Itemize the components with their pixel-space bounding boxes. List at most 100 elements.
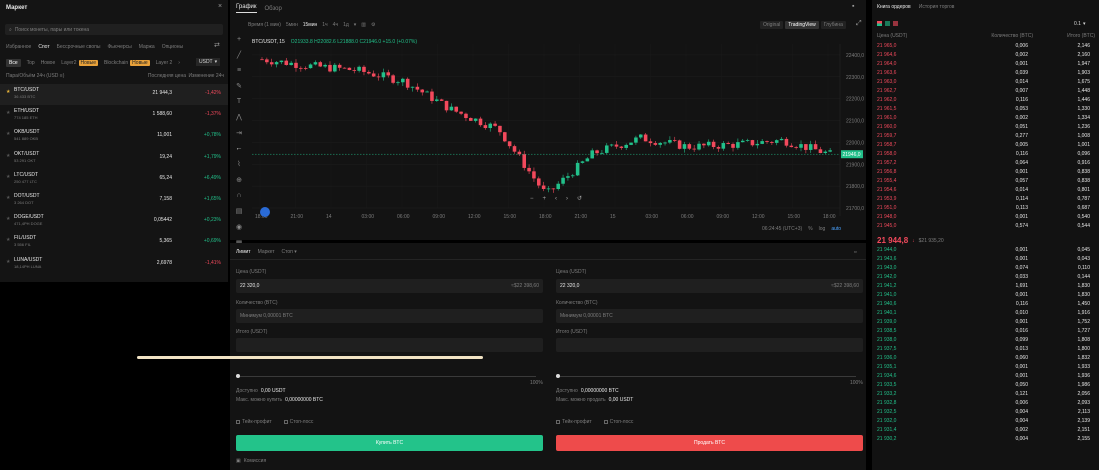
tab-spot[interactable]: Спот bbox=[38, 44, 50, 50]
star-icon[interactable]: ★ bbox=[6, 195, 11, 201]
view-both-icon[interactable] bbox=[877, 21, 882, 26]
market-row[interactable]: ★ OKB/USDT 541 889 OKB 11,001 +0,78% bbox=[0, 126, 228, 147]
bid-row[interactable]: 21 941,2 1,691 1,830 bbox=[872, 282, 1099, 291]
ask-row[interactable]: 21 954,6 0,014 0,801 bbox=[872, 186, 1099, 195]
tab-favorites[interactable]: Избранное bbox=[6, 44, 32, 50]
bid-row[interactable]: 21 941,0 0,001 1,830 bbox=[872, 291, 1099, 300]
eye-icon[interactable]: ◉ bbox=[235, 224, 243, 231]
view-bids-icon[interactable] bbox=[885, 21, 890, 26]
subtab-top[interactable]: Top bbox=[26, 60, 35, 66]
market-row[interactable]: ★ LTC/USDT 250 477 LTC 65,24 +6,49% bbox=[0, 169, 228, 190]
reset-icon[interactable]: ↺ bbox=[577, 196, 583, 202]
ask-row[interactable]: 21 945,0 0,574 0,544 bbox=[872, 222, 1099, 231]
col-pair[interactable]: Пара/Объём 24ч (USD ≡) bbox=[6, 73, 65, 79]
sell-price-input[interactable]: 22 320,0 ≈$22 398,60 bbox=[556, 279, 863, 293]
ask-row[interactable]: 21 958,0 0,116 0,096 bbox=[872, 150, 1099, 159]
ask-row[interactable]: 21 963,0 0,014 1,675 bbox=[872, 78, 1099, 87]
search-input[interactable]: ⌕ Поиск монеты, пары или токена bbox=[5, 24, 223, 35]
ask-row[interactable]: 21 957,2 0,064 0,916 bbox=[872, 159, 1099, 168]
market-row[interactable]: ★ OKT/USDT 53 291 OKT 19,24 +1,79% bbox=[0, 148, 228, 169]
close-icon[interactable]: × bbox=[218, 3, 223, 10]
ask-row[interactable]: 21 958,7 0,005 1,001 bbox=[872, 141, 1099, 150]
ask-row[interactable]: 21 961,0 0,002 1,334 bbox=[872, 114, 1099, 123]
zoom-icon[interactable]: ⊕ bbox=[236, 177, 242, 184]
fees-link[interactable]: ▣ Комиссия bbox=[236, 458, 266, 464]
buy-price-input[interactable]: 22 320,0 ≈$22 398,60 bbox=[236, 279, 543, 293]
view-tradingview[interactable]: TradingView bbox=[785, 21, 819, 29]
ask-row[interactable]: 21 959,7 0,277 1,008 bbox=[872, 132, 1099, 141]
bid-row[interactable]: 21 935,1 0,001 1,933 bbox=[872, 363, 1099, 372]
ask-row[interactable]: 21 956,8 0,001 0,838 bbox=[872, 168, 1099, 177]
bid-row[interactable]: 21 932,5 0,004 2,113 bbox=[872, 408, 1099, 417]
star-icon[interactable]: ★ bbox=[6, 110, 11, 117]
sell-sl-checkbox[interactable]: Стоп-лосс bbox=[603, 419, 633, 425]
zoom-out-icon[interactable]: − bbox=[530, 195, 534, 202]
bid-row[interactable]: 21 934,6 0,001 1,936 bbox=[872, 372, 1099, 381]
ask-row[interactable]: 21 964,6 0,002 2,160 bbox=[872, 51, 1099, 60]
auto-toggle[interactable]: auto bbox=[831, 226, 842, 232]
star-icon[interactable]: ★ bbox=[6, 131, 11, 138]
price-chart[interactable]: 22400,0 22300,0 22200,0 22100,0 22000,0 21900… bbox=[230, 14, 866, 234]
bid-row[interactable]: 21 942,0 0,033 0,144 bbox=[872, 273, 1099, 282]
ask-row[interactable]: 21 953,9 0,114 0,787 bbox=[872, 195, 1099, 204]
bid-row[interactable]: 21 933,5 0,050 1,986 bbox=[872, 381, 1099, 390]
market-row[interactable]: ★ LUNA/USDT 18,14PH LUNA 2,6978 -1,41% bbox=[0, 254, 228, 275]
crosshair-icon[interactable]: + bbox=[236, 36, 242, 43]
buy-slider[interactable] bbox=[236, 374, 536, 379]
market-row[interactable]: ★ FIL/USDT 3 556 FIL 5,365 +0,69% bbox=[0, 232, 228, 253]
chevron-right-icon[interactable]: › bbox=[178, 60, 180, 66]
market-row[interactable]: ★ ETH/USDT 774 185 ETH 1 588,60 -1,37% bbox=[0, 105, 228, 126]
slider-thumb[interactable] bbox=[556, 374, 560, 378]
buy-button[interactable]: Купить BTC bbox=[236, 435, 543, 451]
ask-row[interactable]: 21 964,0 0,001 1,947 bbox=[872, 60, 1099, 69]
trendline-icon[interactable]: ╱ bbox=[236, 52, 242, 59]
bid-row[interactable]: 21 939,0 0,001 1,752 bbox=[872, 318, 1099, 327]
tab-chart[interactable]: График bbox=[236, 4, 257, 13]
bid-row[interactable]: 21 938,5 0,016 1,727 bbox=[872, 327, 1099, 336]
expand-icon[interactable]: ⤢ bbox=[856, 20, 862, 27]
ask-row[interactable]: 21 961,5 0,053 1,330 bbox=[872, 105, 1099, 114]
bid-row[interactable]: 21 940,1 0,010 1,916 bbox=[872, 309, 1099, 318]
subtab-all[interactable]: Все bbox=[6, 59, 21, 67]
col-change[interactable]: Изменение 24ч bbox=[188, 73, 224, 79]
star-icon[interactable]: ★ bbox=[6, 173, 11, 180]
ruler-icon[interactable]: ⌇ bbox=[237, 161, 241, 168]
bid-row[interactable]: 21 938,0 0,099 1,808 bbox=[872, 336, 1099, 345]
star-icon[interactable]: ★ bbox=[6, 258, 11, 265]
brush-icon[interactable]: ✎ bbox=[236, 83, 242, 90]
tab-market[interactable]: Маркет bbox=[257, 249, 275, 255]
market-row[interactable]: ★ DOGE/USDT 471,4PH DOGE 0,05442 +0,23% bbox=[0, 211, 228, 232]
candle-type-icon[interactable]: ▥ bbox=[361, 22, 367, 28]
interval-time[interactable]: Время (1 мин) bbox=[248, 22, 281, 28]
star-icon[interactable]: ★ bbox=[6, 216, 11, 223]
tab-trade-history[interactable]: История торгов bbox=[918, 4, 955, 10]
bid-row[interactable]: 21 930,2 0,004 2,155 bbox=[872, 435, 1099, 444]
swap-icon[interactable]: ⇄ bbox=[214, 42, 220, 49]
subtab-blockchain[interactable]: Blockchain Новые bbox=[104, 60, 150, 66]
scroll-right-icon[interactable]: › bbox=[566, 195, 569, 202]
star-icon[interactable]: ★ bbox=[6, 237, 11, 244]
view-depth[interactable]: Глубина bbox=[820, 21, 846, 29]
ask-row[interactable]: 21 963,6 0,039 1,903 bbox=[872, 69, 1099, 78]
star-icon[interactable]: ★ bbox=[6, 152, 11, 159]
tab-futures[interactable]: Фьючерсы bbox=[107, 44, 132, 50]
subtab-new[interactable]: Новое bbox=[40, 60, 56, 66]
zoom-in-icon[interactable]: + bbox=[542, 195, 547, 202]
step-select[interactable]: 0.1 ▾ bbox=[1074, 21, 1085, 27]
bid-row[interactable]: 21 943,6 0,001 0,043 bbox=[872, 255, 1099, 264]
star-icon[interactable]: ★ bbox=[6, 89, 11, 95]
sell-tp-checkbox[interactable]: Тейк-профит bbox=[556, 419, 592, 425]
bid-row[interactable]: 21 933,2 0,121 2,056 bbox=[872, 390, 1099, 399]
subtab-layer2b[interactable]: Layer 2 bbox=[155, 60, 173, 66]
bid-row[interactable]: 21 932,8 0,006 2,093 bbox=[872, 399, 1099, 408]
ask-row[interactable]: 21 962,7 0,007 1,448 bbox=[872, 87, 1099, 96]
log-toggle[interactable]: log bbox=[818, 226, 826, 232]
tab-limit[interactable]: Лимит bbox=[236, 249, 251, 255]
sell-qty-input[interactable]: Минимум 0,00001 BTC bbox=[556, 309, 863, 323]
bid-row[interactable]: 21 937,5 0,013 1,800 bbox=[872, 345, 1099, 354]
buy-total-input[interactable] bbox=[236, 338, 543, 352]
interval-15m[interactable]: 15мин bbox=[302, 22, 318, 28]
slider-thumb[interactable] bbox=[236, 374, 240, 378]
ask-row[interactable]: 21 965,0 0,006 2,146 bbox=[872, 42, 1099, 51]
buy-qty-input[interactable]: Минимум 0,00001 BTC bbox=[236, 309, 543, 323]
